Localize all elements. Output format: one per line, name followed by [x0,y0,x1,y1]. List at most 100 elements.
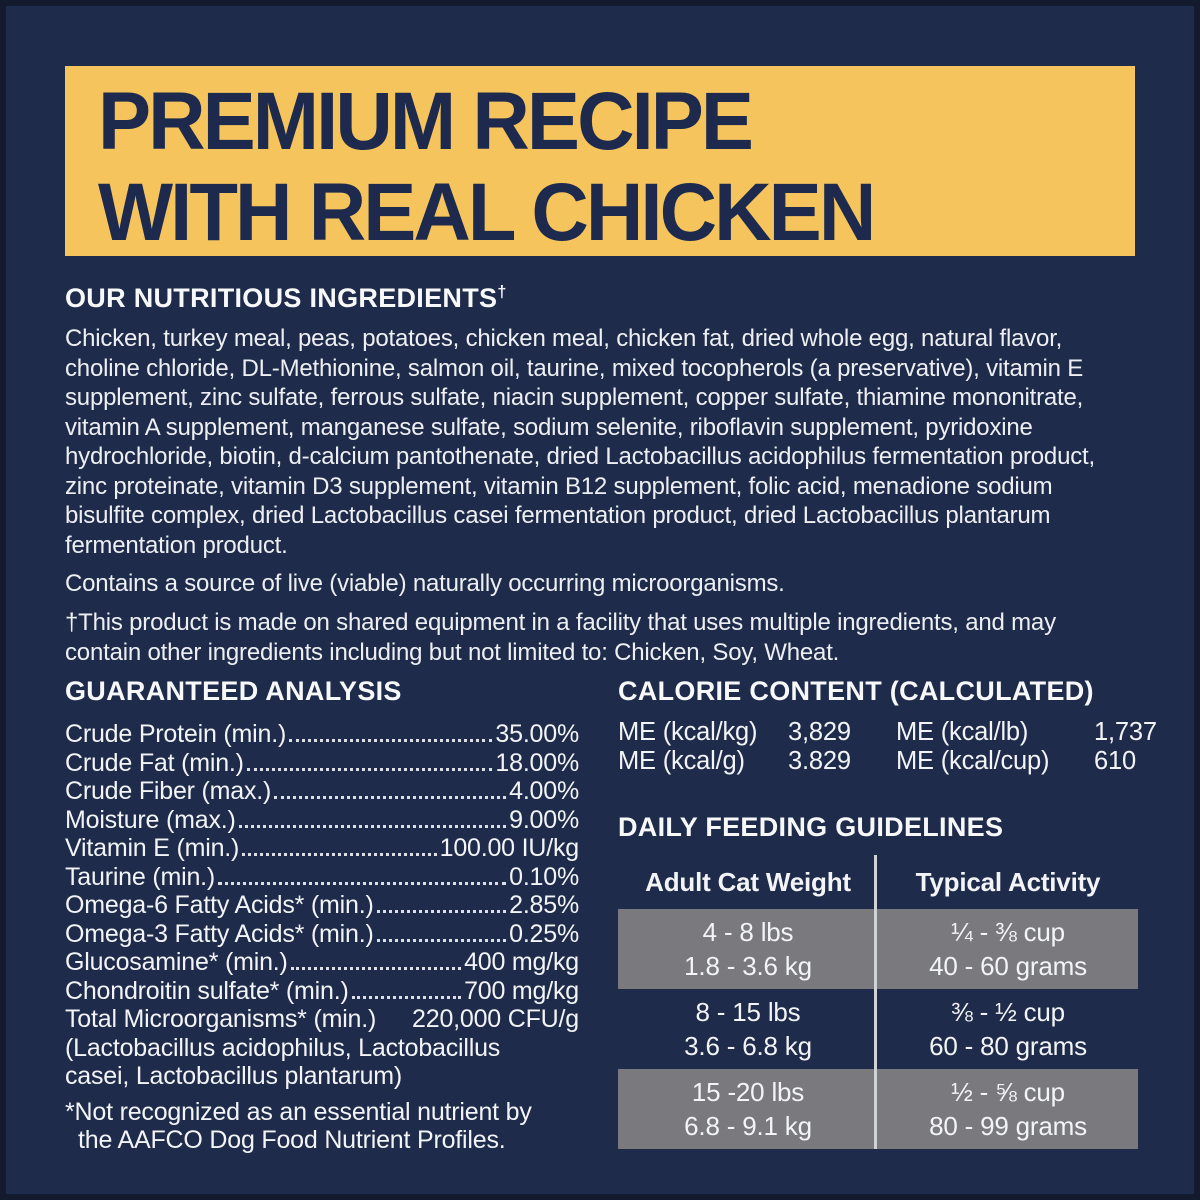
calorie-value: 1,737 [1094,718,1157,746]
ga-label: Chondroitin sulfate* (min.) [65,976,349,1005]
ga-row: Vitamin E (min.) 100.00 IU/kg [65,834,579,863]
ingredients-list: Chicken, turkey meal, peas, potatoes, ch… [65,325,1095,559]
aafco-footnote-line2: the AAFCO Dog Food Nutrient Profiles. [78,1126,506,1154]
weight-cell: 15 -20 lbs 6.8 - 9.1 kg [618,1075,878,1143]
ga-row: Omega-3 Fatty Acids* (min.) 0.25% [65,920,579,949]
table-row: 4 - 8 lbs 1.8 - 3.6 kg ¼ - ⅜ cup 40 - 60… [618,909,1138,989]
ga-value: 220,000 CFU/g [412,1005,579,1033]
activity-cell: ⅜ - ½ cup 60 - 80 grams [878,995,1138,1063]
weight-lbs: 4 - 8 lbs [702,917,794,947]
guaranteed-analysis-heading: GUARANTEED ANALYSIS [65,676,402,706]
ga-label: Vitamin E (min.) [65,834,240,862]
calorie-content-table: ME (kcal/kg) 3,829 ME (kcal/lb) 1,737 ME… [618,718,1157,775]
ga-value: 18.00% [495,748,579,777]
calorie-value: 3,829 [788,718,851,746]
dagger-symbol: † [497,283,507,301]
ga-value: 35.00% [495,720,579,748]
ingredients-heading-text: OUR NUTRITIOUS INGREDIENTS [65,283,498,313]
calorie-value: 610 [1094,746,1136,775]
ga-value: 2.85% [509,891,579,919]
ga-row: Chondroitin sulfate* (min.) 700 mg/kg [65,977,579,1006]
leader-dots [238,824,507,828]
activity-cups: ¼ - ⅜ cup [951,917,1065,947]
aafco-footnote-line1: *Not recognized as an essential nutrient… [65,1097,532,1126]
ga-value: 0.10% [509,862,579,891]
banner: PREMIUM RECIPE WITH REAL CHICKEN [65,66,1135,258]
activity-grams: 80 - 99 grams [929,1111,1087,1141]
banner-title: PREMIUM RECIPE WITH REAL CHICKEN [65,66,1103,258]
calorie-label: ME (kcal/lb) [896,718,1029,746]
calorie-label: ME (kcal/g) [618,746,745,775]
column-header-weight: Adult Cat Weight [645,866,851,897]
ga-label: Taurine (min.) [65,862,216,891]
activity-cell: ½ - ⅝ cup 80 - 99 grams [878,1075,1138,1143]
leader-dots [242,853,437,856]
ga-value: 400 mg/kg [464,948,579,976]
table-row: 15 -20 lbs 6.8 - 9.1 kg ½ - ⅝ cup 80 - 9… [618,1069,1138,1149]
leader-dots [376,938,507,942]
leader-dots [274,796,507,799]
shared-equipment-note: †This product is made on shared equipmen… [65,608,1056,666]
leader-dots [290,967,462,970]
weight-kg: 6.8 - 9.1 kg [684,1111,812,1141]
ga-row: Total Microorganisms* (min.) 220,000 CFU/… [65,1005,579,1034]
microorganisms-note: Contains a source of live (viable) natur… [65,570,785,597]
ga-row: Crude Protein (min.) 35.00% [65,720,579,749]
weight-lbs: 8 - 15 lbs [695,997,801,1027]
banner-title-line2: WITH REAL CHICKEN [97,167,876,258]
feeding-guidelines-section: DAILY FEEDING GUIDELINES Adult Cat Weigh… [618,812,1138,1149]
leader-dots [289,739,493,742]
ga-row: Crude Fat (min.) 18.00% [65,749,579,778]
leader-dots [218,881,507,885]
weight-kg: 1.8 - 3.6 kg [684,951,812,981]
activity-grams: 60 - 80 grams [929,1031,1087,1061]
calorie-label: ME (kcal/cup) [896,746,1050,775]
ga-label: Omega-3 Fatty Acids* (min.) [65,919,374,948]
calorie-value: 3.829 [788,746,851,775]
activity-cups: ⅜ - ½ cup [951,997,1065,1027]
leader-dots [246,767,493,771]
column-header-activity: Typical Activity [915,866,1101,897]
ga-label: Moisture (max.) [65,805,236,834]
ga-label: Glucosamine* (min.) [65,948,288,976]
ingredients-section: OUR NUTRITIOUS INGREDIENTS† Chicken, tur… [65,283,1137,668]
leader-dots [351,995,462,999]
leader-dots [376,910,507,913]
ga-row: Crude Fiber (max.) 4.00% [65,777,579,806]
weight-lbs: 15 -20 lbs [691,1077,805,1107]
ga-value: 700 mg/kg [464,976,579,1005]
weight-kg: 3.6 - 6.8 kg [684,1031,812,1061]
ga-label: Crude Protein (min.) [65,720,287,748]
ga-row: Taurine (min.) 0.10% [65,863,579,892]
calorie-content-section: CALORIE CONTENT (CALCULATED) ME (kcal/kg… [618,676,1157,775]
activity-cups: ½ - ⅝ cup [951,1077,1065,1107]
ingredients-heading: OUR NUTRITIOUS INGREDIENTS† [65,283,1137,314]
weight-cell: 4 - 8 lbs 1.8 - 3.6 kg [618,915,878,983]
table-header-row: Adult Cat Weight Typical Activity [618,855,1138,909]
ga-label: Crude Fiber (max.) [65,777,272,805]
banner-title-line1: PREMIUM RECIPE [97,76,754,167]
feeding-guidelines-table: Adult Cat Weight Typical Activity 4 - 8 … [618,855,1138,1149]
activity-cell: ¼ - ⅜ cup 40 - 60 grams [878,915,1138,983]
ga-value: 9.00% [509,805,579,834]
calorie-content-heading: CALORIE CONTENT (CALCULATED) [618,676,1094,706]
ga-value: 100.00 IU/kg [439,834,580,862]
guaranteed-analysis-section: GUARANTEED ANALYSIS Crude Protein (min.)… [65,676,579,1155]
ga-row: Glucosamine* (min.) 400 mg/kg [65,948,579,977]
ga-row: Omega-6 Fatty Acids* (min.) 2.85% [65,891,579,920]
ga-row: Moisture (max.) 9.00% [65,806,579,835]
calorie-label: ME (kcal/kg) [618,718,758,746]
microorganism-species-line1: (Lactobacillus acidophilus, Lactobacillu… [65,1033,501,1062]
table-column-divider [874,855,878,1149]
feeding-guidelines-heading: DAILY FEEDING GUIDELINES [618,812,1004,842]
table-row: 8 - 15 lbs 3.6 - 6.8 kg ⅜ - ½ cup 60 - 8… [618,989,1138,1069]
ga-label: Omega-6 Fatty Acids* (min.) [65,891,374,919]
guaranteed-analysis-list: Crude Protein (min.) 35.00% Crude Fat (mi… [65,720,579,1155]
weight-cell: 8 - 15 lbs 3.6 - 6.8 kg [618,995,878,1063]
activity-grams: 40 - 60 grams [929,951,1087,981]
ga-label: Total Microorganisms* (min.) [65,1005,377,1033]
ga-label: Crude Fat (min.) [65,748,244,777]
ga-value: 0.25% [509,919,579,948]
ga-value: 4.00% [509,777,579,805]
